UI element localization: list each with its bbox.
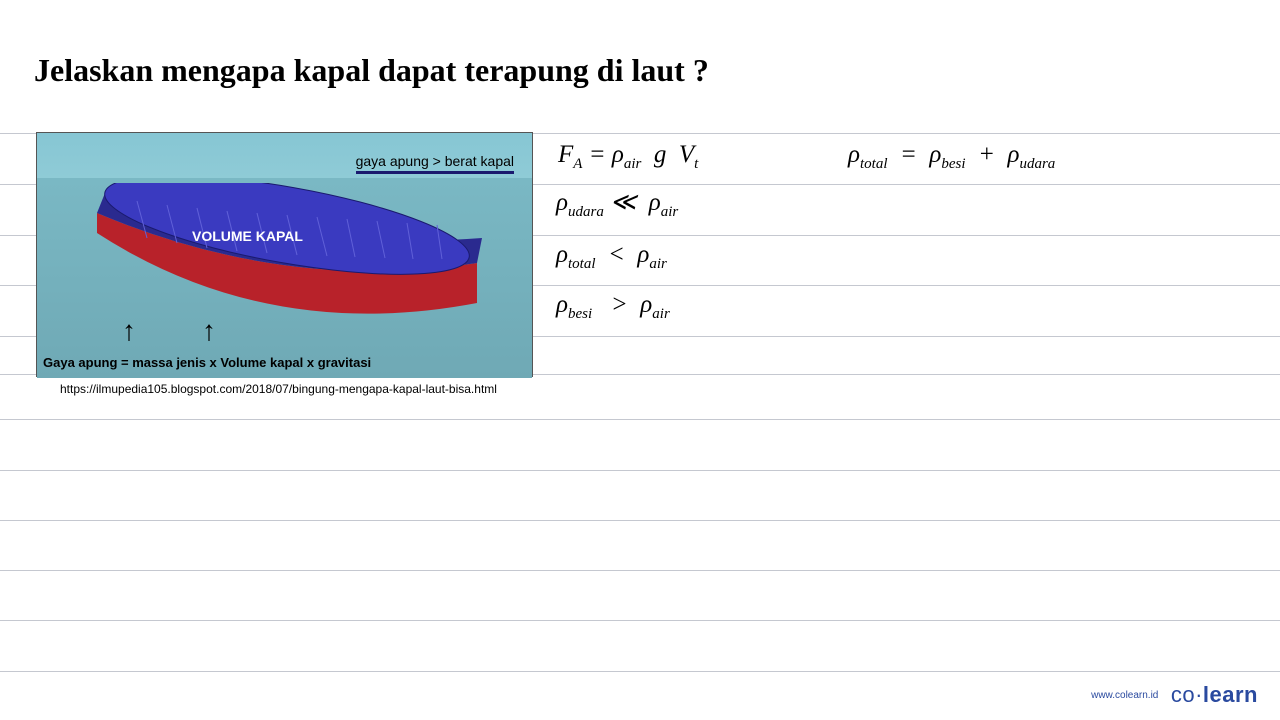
label-buoyancy-formula: Gaya apung = massa jenis x Volume kapal … [43, 355, 371, 370]
equation-buoyant-force: FA = ρair g Vt [558, 140, 698, 173]
ruled-line [0, 470, 1280, 471]
brand-logo: co·learn [1171, 682, 1258, 707]
ruled-line [0, 620, 1280, 621]
arrow-up-icon: ↑ [122, 316, 136, 348]
equation-rho-total-sum: ρtotal = ρbesi + ρudara [848, 140, 1055, 173]
ship-diagram: gaya apung > berat kapal VOLUME KAPAL ↑ … [36, 132, 533, 377]
arrow-up-icon: ↑ [202, 316, 216, 348]
ruled-line [0, 570, 1280, 571]
equation-rho-total-air: ρtotal < ρair [556, 240, 667, 273]
label-buoyancy-gt-weight: gaya apung > berat kapal [356, 153, 514, 174]
ship-hull [87, 183, 487, 343]
label-volume-kapal: VOLUME KAPAL [192, 228, 303, 244]
footer-url: www.colearn.id [1091, 690, 1158, 701]
equation-rho-besi-air: ρbesi > ρair [556, 290, 670, 323]
ruled-line [0, 520, 1280, 521]
question-title: Jelaskan mengapa kapal dapat terapung di… [34, 52, 709, 89]
equation-rho-udara-air: ρudara ≪ ρair [556, 188, 678, 221]
source-url: https://ilmupedia105.blogspot.com/2018/0… [60, 382, 497, 396]
ruled-line [0, 671, 1280, 672]
ruled-line [0, 419, 1280, 420]
footer: www.colearn.id co·learn [1091, 682, 1258, 708]
